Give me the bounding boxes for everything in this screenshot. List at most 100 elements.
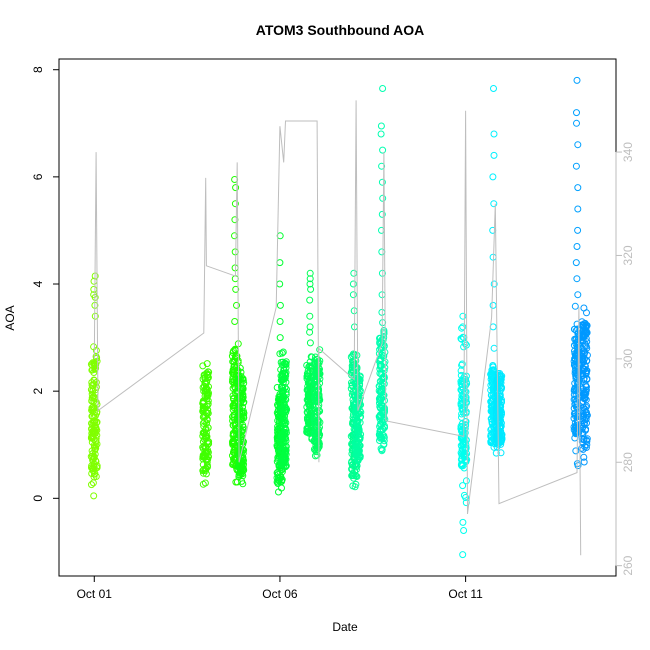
data-point xyxy=(87,386,95,394)
data-point xyxy=(201,379,209,387)
data-point xyxy=(574,184,582,192)
y-tick-label: 6 xyxy=(31,173,45,180)
data-point xyxy=(202,452,210,460)
data-point xyxy=(278,383,285,391)
data-point xyxy=(380,374,387,381)
data-point xyxy=(88,397,96,405)
data-point xyxy=(230,358,238,366)
data-point xyxy=(314,387,322,395)
data-point xyxy=(353,426,361,434)
data-point xyxy=(306,280,314,288)
data-point xyxy=(88,366,96,374)
data-point xyxy=(277,403,285,410)
data-point xyxy=(376,404,384,412)
data-point xyxy=(281,374,289,382)
data-point xyxy=(458,460,466,468)
data-point xyxy=(281,370,289,378)
data-point xyxy=(573,76,581,84)
data-point xyxy=(572,259,580,267)
data-point xyxy=(90,473,98,481)
data-point xyxy=(199,400,207,408)
data-point xyxy=(574,291,582,299)
data-point xyxy=(282,396,290,404)
data-point xyxy=(303,372,311,380)
data-point xyxy=(348,465,356,473)
data-point xyxy=(282,429,290,437)
data-point xyxy=(380,423,388,431)
data-point xyxy=(462,494,470,501)
data-point xyxy=(574,430,582,438)
data-point xyxy=(356,410,364,418)
data-point xyxy=(278,418,286,426)
data-point xyxy=(278,388,286,396)
data-point xyxy=(306,312,314,320)
data-point xyxy=(282,372,290,380)
data-point xyxy=(490,130,498,138)
data-point xyxy=(490,200,498,208)
data-point xyxy=(307,403,315,411)
data-point xyxy=(235,471,243,479)
data-point xyxy=(240,379,248,387)
data-point xyxy=(314,409,322,417)
data-point xyxy=(580,304,588,312)
data-point xyxy=(90,465,98,473)
data-point xyxy=(574,462,582,470)
data-point xyxy=(580,389,588,396)
data-point xyxy=(306,421,314,429)
data-point xyxy=(571,302,579,310)
chart-title: ATOM3 Southbound AOA xyxy=(256,22,425,38)
point-cluster xyxy=(492,370,506,457)
data-point xyxy=(203,433,211,441)
data-point xyxy=(233,301,240,309)
data-point xyxy=(459,323,467,331)
data-point xyxy=(90,397,98,405)
data-point xyxy=(203,456,211,464)
data-point xyxy=(574,141,582,149)
data-point xyxy=(570,391,578,399)
data-point xyxy=(91,418,99,426)
data-point xyxy=(457,456,465,463)
data-point xyxy=(199,362,207,370)
data-point xyxy=(580,453,588,461)
data-point xyxy=(278,468,286,476)
data-point xyxy=(238,460,245,468)
data-point xyxy=(583,329,591,337)
data-point xyxy=(303,428,311,436)
data-point xyxy=(580,351,588,358)
data-point xyxy=(203,463,211,471)
data-point xyxy=(582,381,589,389)
data-point xyxy=(462,376,470,383)
data-point xyxy=(462,408,470,416)
data-point xyxy=(458,450,466,458)
data-point xyxy=(581,361,589,369)
data-point xyxy=(581,405,589,413)
data-point xyxy=(90,460,98,468)
y2-tick-label: 320 xyxy=(621,245,635,265)
data-point xyxy=(231,200,239,208)
data-point xyxy=(458,386,466,394)
data-point xyxy=(575,404,583,412)
data-point xyxy=(380,328,388,336)
data-point xyxy=(380,441,388,449)
data-point xyxy=(351,467,359,475)
y2-tick-label: 340 xyxy=(621,142,635,162)
data-point xyxy=(459,385,467,393)
data-point xyxy=(306,408,314,415)
data-point xyxy=(583,338,591,346)
y-tick-label: 0 xyxy=(31,495,45,502)
data-point xyxy=(377,122,385,130)
y-axis-label: AOA xyxy=(3,305,17,330)
data-point xyxy=(459,406,467,414)
data-point xyxy=(352,364,360,372)
data-point xyxy=(376,415,384,423)
data-point xyxy=(313,423,321,431)
data-point xyxy=(459,518,467,526)
data-point xyxy=(203,395,211,403)
data-point xyxy=(89,455,97,463)
data-point xyxy=(458,391,466,399)
data-point xyxy=(462,477,470,485)
data-point xyxy=(278,430,286,438)
data-point xyxy=(199,461,207,469)
x-axis-label: Date xyxy=(332,620,358,634)
data-point xyxy=(377,370,385,378)
